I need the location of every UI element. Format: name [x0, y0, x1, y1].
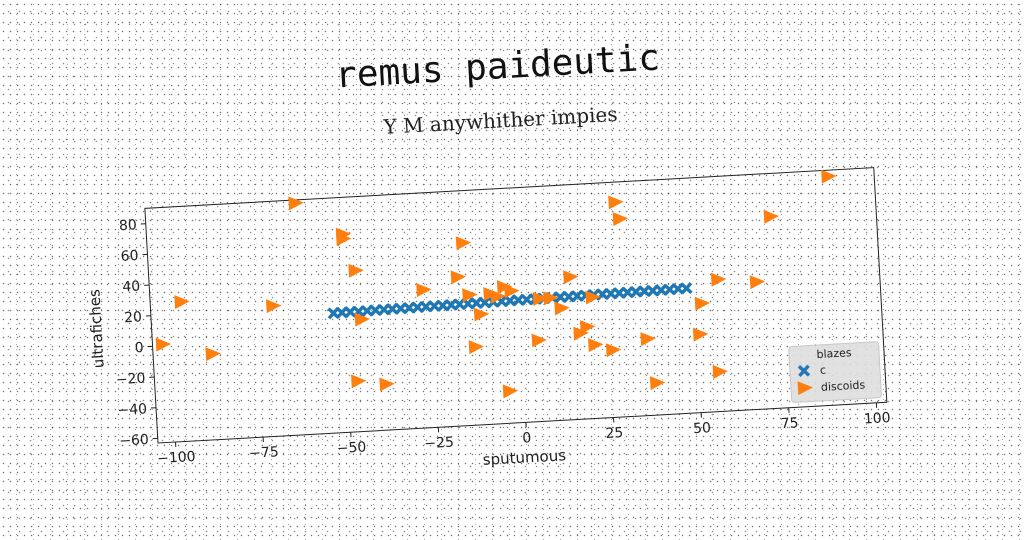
- data-point-discoids: [711, 272, 727, 287]
- data-point-discoids: [713, 364, 729, 379]
- legend-label: discoids: [821, 378, 866, 393]
- legend-label: c: [820, 364, 827, 377]
- x-tick-label: −25: [424, 434, 454, 452]
- data-point-discoids: [554, 301, 570, 316]
- x-tick-label: 100: [863, 410, 891, 427]
- data-point-discoids: [640, 331, 656, 346]
- data-point-discoids: [608, 195, 624, 210]
- data-point-discoids: [693, 327, 709, 342]
- data-point-discoids: [266, 298, 282, 313]
- data-point-discoids: [764, 209, 780, 224]
- data-point-discoids: [469, 339, 485, 354]
- x-tick-label: −75: [249, 444, 279, 462]
- data-point-discoids: [821, 169, 837, 184]
- data-point-discoids: [348, 263, 364, 278]
- data-point-discoids: [351, 374, 367, 389]
- x-tick-label: 25: [605, 425, 624, 442]
- data-point-discoids: [532, 333, 548, 348]
- data-point-c: [680, 282, 693, 295]
- y-tick-label: 0: [134, 340, 144, 356]
- y-tick-label: 60: [120, 248, 139, 265]
- x-tick-label: 50: [693, 420, 712, 437]
- data-point-discoids: [503, 384, 519, 399]
- legend-title: blazes: [816, 346, 852, 361]
- x-tick-label: −100: [157, 449, 196, 467]
- x-tick-label: 0: [522, 430, 532, 446]
- data-point-discoids: [156, 337, 172, 352]
- data-point-discoids: [588, 337, 604, 352]
- data-point-discoids: [580, 319, 596, 334]
- data-point-discoids: [379, 377, 395, 392]
- data-point-discoids: [606, 342, 622, 357]
- y-tick-label: 20: [124, 309, 143, 326]
- x-tick-label: 75: [780, 415, 799, 432]
- data-point-discoids: [174, 294, 190, 309]
- data-point-discoids: [474, 307, 490, 322]
- data-point-discoids: [650, 375, 666, 390]
- y-tick-label: 80: [119, 217, 138, 234]
- y-tick-label: 40: [122, 279, 141, 296]
- x-axis-label: sputumous: [482, 446, 566, 469]
- x-tick-label: −50: [336, 439, 366, 457]
- data-point-discoids: [205, 346, 221, 361]
- y-axis-label: ultrafiches: [85, 289, 107, 369]
- y-tick-label: −20: [115, 371, 145, 389]
- data-point-discoids: [416, 282, 432, 297]
- data-point-discoids: [695, 296, 711, 311]
- y-tick-label: −60: [119, 432, 149, 450]
- data-point-discoids: [288, 196, 304, 211]
- data-point-discoids: [750, 274, 766, 289]
- y-tick-label: −40: [117, 401, 147, 419]
- data-point-discoids: [613, 211, 629, 226]
- data-point-discoids: [451, 270, 467, 285]
- data-point-discoids: [456, 235, 472, 250]
- data-point-discoids: [563, 269, 579, 284]
